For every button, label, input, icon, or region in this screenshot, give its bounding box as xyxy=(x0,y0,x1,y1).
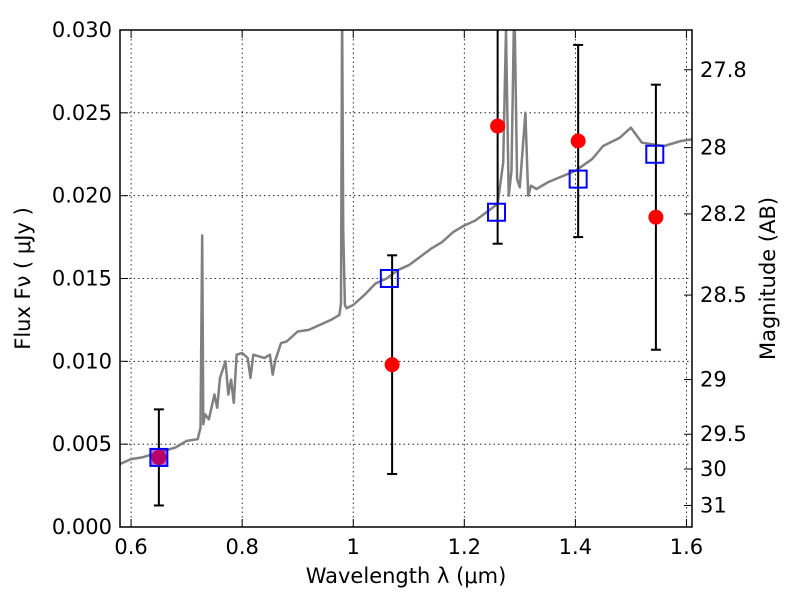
error-bars xyxy=(153,30,661,507)
y2-tick-label: 28.2 xyxy=(700,202,747,226)
y2-axis-ticks: 27.8 28 28.2 28.5 29 29.5 30 31 xyxy=(684,58,747,517)
observed-point xyxy=(384,357,400,373)
x-tick-label: 0.6 xyxy=(114,535,147,559)
x-tick-label: 1 xyxy=(347,535,360,559)
x-axis-ticks: 0.6 0.8 1 1.2 1.4 1.6 xyxy=(114,30,703,559)
y2-tick-label: 27.8 xyxy=(700,58,747,82)
y-tick-label: 0.010 xyxy=(52,349,112,373)
y2-tick-label: 28.5 xyxy=(700,283,747,307)
grid-lines xyxy=(120,29,692,528)
model-square xyxy=(568,169,588,189)
y2-axis-label: Magnitude (AB) xyxy=(756,197,780,360)
y-tick-label: 0.005 xyxy=(52,432,112,456)
model-spectrum xyxy=(120,30,692,466)
spectrum-line xyxy=(120,30,692,466)
model-square xyxy=(645,144,665,164)
y-tick-label: 0.025 xyxy=(52,101,112,125)
observed-point xyxy=(490,118,506,134)
y2-tick-label: 29 xyxy=(700,368,727,392)
x-tick-label: 1.2 xyxy=(448,535,481,559)
y-tick-label: 0.000 xyxy=(52,515,112,539)
model-square xyxy=(379,269,399,288)
y2-tick-label: 29.5 xyxy=(700,422,747,446)
y-axis-ticks: 0.000 0.005 0.010 0.015 0.020 0.025 0.030 xyxy=(52,18,128,539)
model-flux-squares xyxy=(149,144,665,467)
model-square xyxy=(149,447,169,467)
x-tick-label: 0.8 xyxy=(225,535,258,559)
y-tick-label: 0.030 xyxy=(52,18,112,42)
x-tick-label: 1.4 xyxy=(559,535,592,559)
y2-tick-label: 28 xyxy=(700,136,727,160)
y-tick-label: 0.020 xyxy=(52,184,112,208)
y-tick-label: 0.015 xyxy=(52,267,112,291)
y2-tick-label: 30 xyxy=(700,457,727,481)
observed-point xyxy=(570,133,586,149)
y-axis-label: Flux Fν ( μJy ) xyxy=(11,207,35,350)
y2-tick-label: 31 xyxy=(700,493,727,517)
x-axis-label: Wavelength λ (μm) xyxy=(306,564,507,588)
model-square xyxy=(487,202,507,222)
observed-point xyxy=(648,209,664,225)
x-tick-label: 1.6 xyxy=(670,535,703,559)
